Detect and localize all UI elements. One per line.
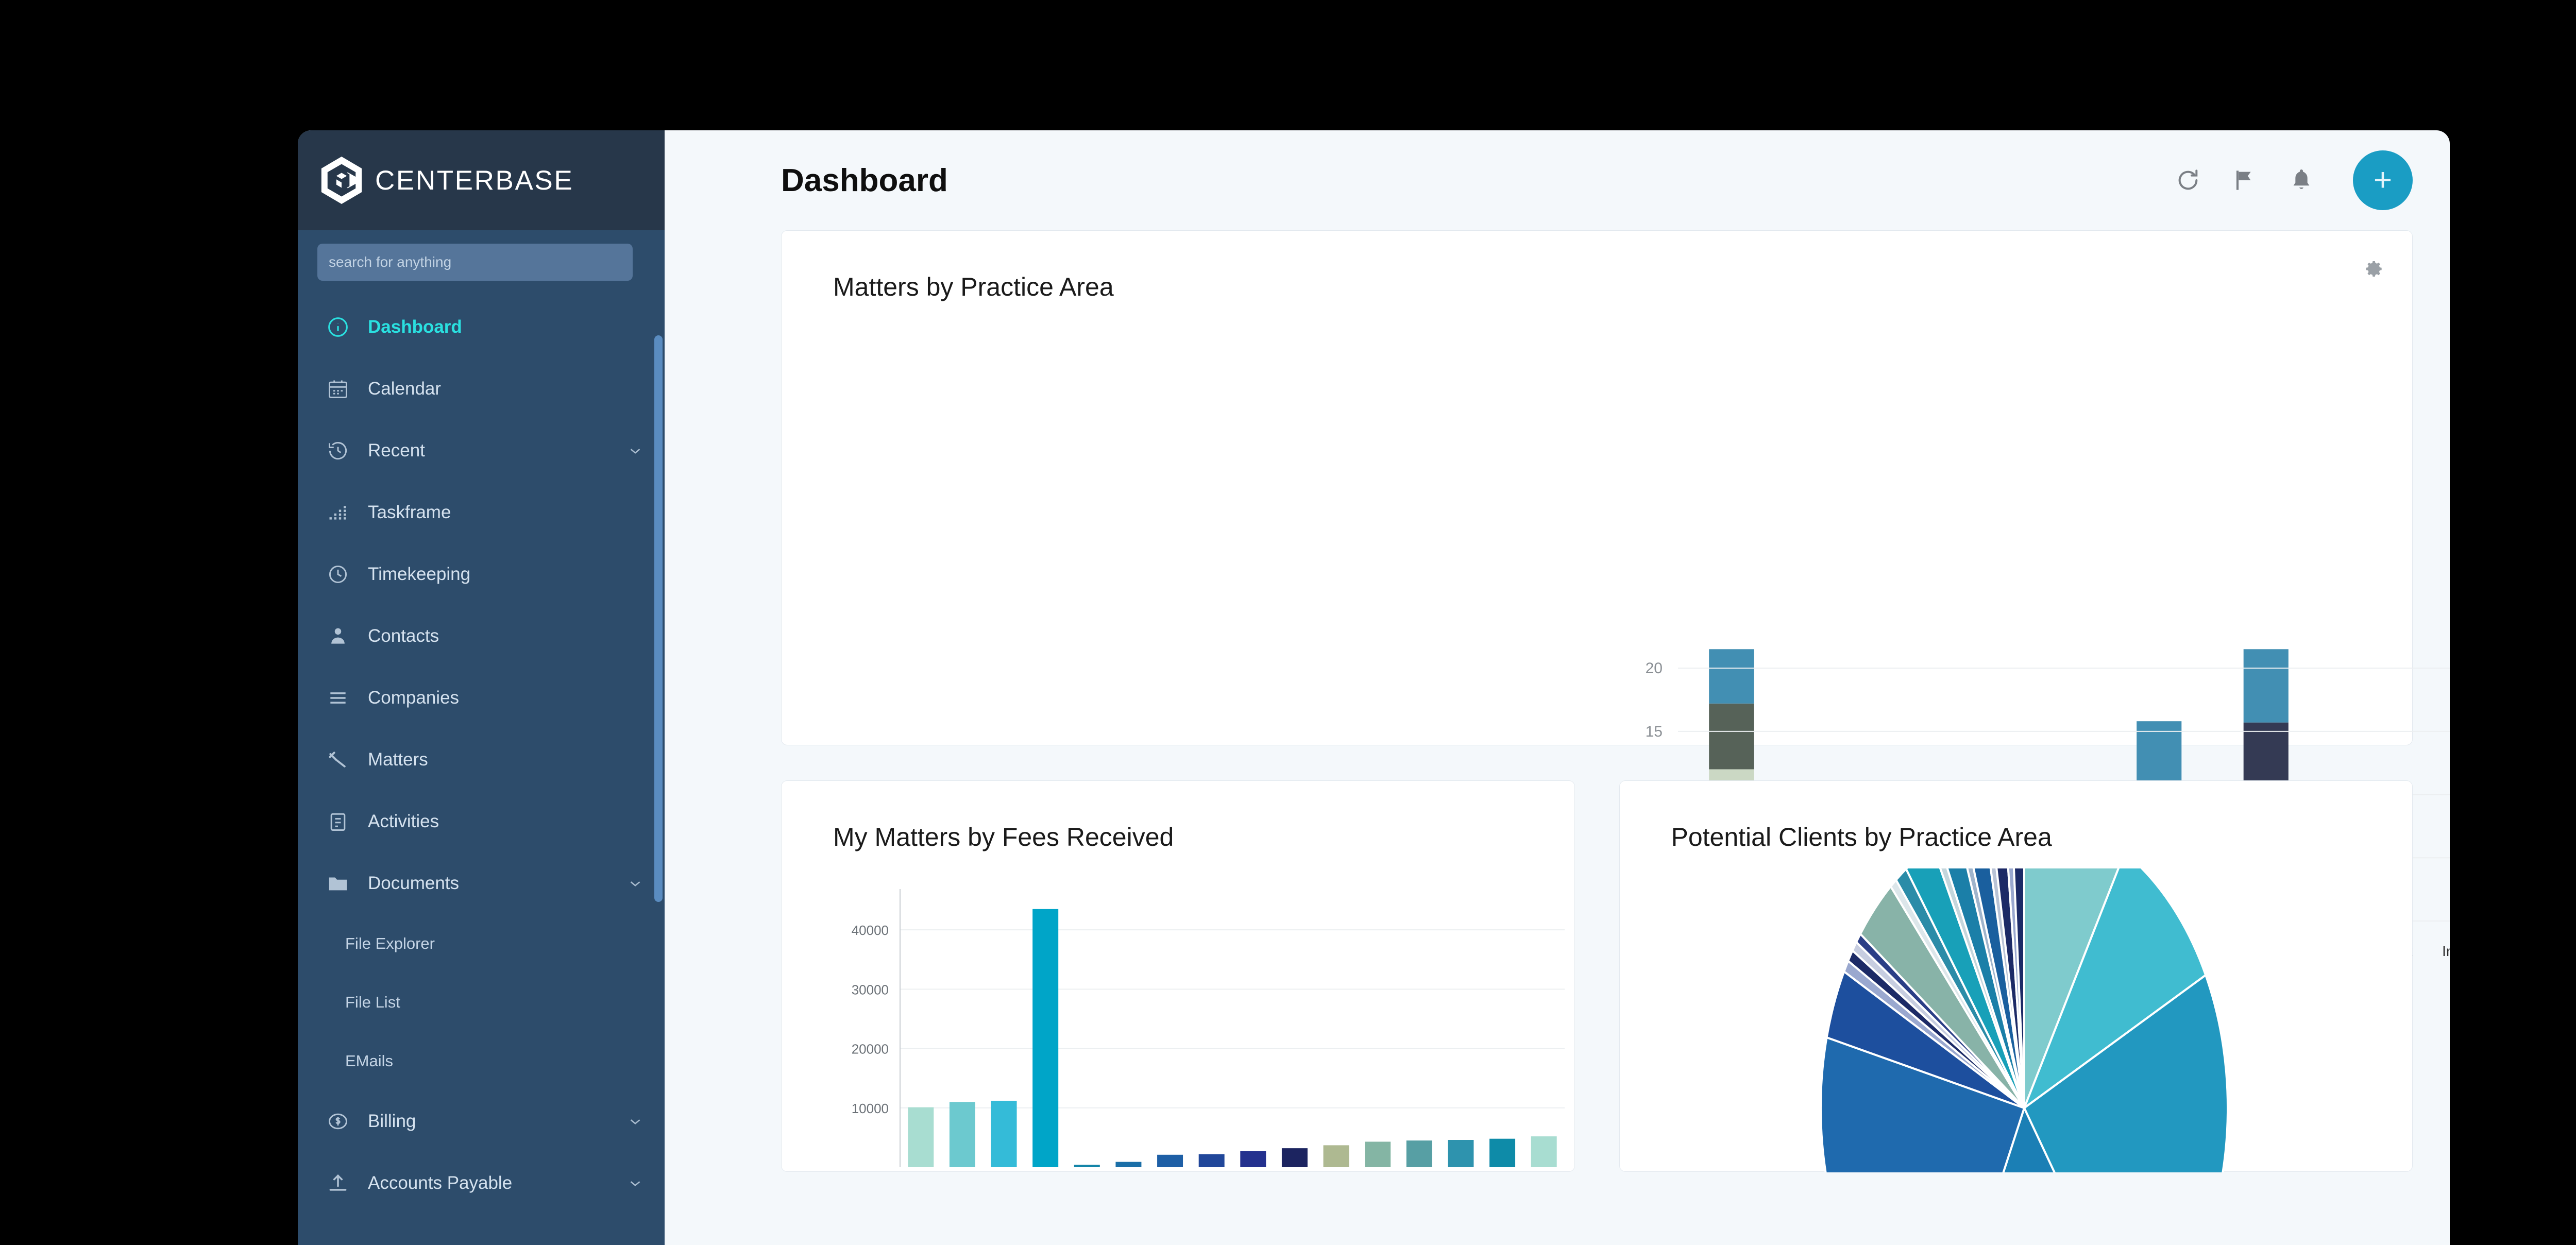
centerbase-hexagon-logo	[321, 157, 362, 204]
sidebar-item-label: EMails	[345, 1052, 394, 1070]
svg-text:20000: 20000	[852, 1042, 889, 1057]
clipboard-icon	[325, 808, 351, 835]
sidebar-item-label: Activities	[368, 811, 439, 831]
sidebar-item-label: File List	[345, 993, 400, 1011]
sidebar-item-calendar[interactable]: Calendar	[298, 358, 665, 420]
sidebar-item-label: Calendar	[368, 379, 442, 399]
svg-text:15: 15	[1646, 723, 1663, 740]
potential-clients-pie-chart	[1819, 868, 2229, 1172]
plus-icon: +	[2373, 162, 2393, 198]
clock-icon	[325, 561, 351, 588]
page-title: Dashboard	[781, 162, 948, 198]
svg-text:Immigration: Immigration	[2442, 943, 2450, 959]
dashboard-content: Matters by Practice Area 05101520Civil l…	[665, 230, 2450, 1172]
sidebar-item-label: Timekeeping	[368, 564, 471, 584]
search-input[interactable]	[317, 244, 633, 281]
sidebar-item-label: Billing	[368, 1111, 416, 1131]
sidebar-item-label: Dashboard	[368, 317, 462, 337]
bell-icon[interactable]	[2287, 166, 2316, 195]
sidebar-item-taskframe[interactable]: Taskframe	[298, 482, 665, 543]
sidebar-item-label: Taskframe	[368, 502, 451, 522]
card-matters-by-practice-area: Matters by Practice Area 05101520Civil l…	[781, 230, 2450, 959]
svg-text:30000: 30000	[852, 982, 889, 997]
dollar-circle-icon	[325, 1108, 351, 1135]
calendar-icon	[325, 376, 351, 402]
svg-text:10000: 10000	[852, 1101, 889, 1116]
chevron-down-icon[interactable]	[626, 442, 644, 459]
sidebar-item-label: Matters	[368, 749, 428, 770]
upload-icon	[325, 1170, 351, 1197]
brand-name: CENTERBASE	[375, 165, 574, 196]
flag-icon[interactable]	[2230, 166, 2259, 195]
topbar-actions: +	[2174, 150, 2413, 210]
chevron-down-icon[interactable]	[626, 875, 644, 892]
sidebar-item-label: File Explorer	[345, 934, 435, 952]
sidebar-item-label: Recent	[368, 440, 425, 461]
fees-bar-chart: 10000 20000 30000 40000	[852, 889, 1565, 1167]
sidebar-item-label: Companies	[368, 688, 460, 708]
svg-text:20: 20	[1646, 660, 1663, 677]
sidebar-item-dashboard[interactable]: Dashboard	[298, 296, 665, 358]
card-my-matters-by-fees-received: My Matters by Fees Received 10000 20000 30…	[781, 780, 1575, 1172]
sidebar-item-contacts[interactable]: Contacts	[298, 605, 665, 667]
card-title: My Matters by Fees Received	[833, 823, 1174, 851]
top-bar: Dashboard +	[665, 130, 2450, 230]
taskframe-dots-icon	[325, 499, 351, 526]
sidebar-item-recent[interactable]: Recent	[298, 420, 665, 482]
sidebar-item-billing[interactable]: Billing	[298, 1090, 665, 1152]
brand-header: CENTERBASE	[298, 130, 665, 230]
sidebar-scrollbar[interactable]	[654, 335, 663, 902]
chevron-down-icon[interactable]	[626, 1174, 644, 1192]
gavel-icon	[325, 746, 351, 773]
search-container	[298, 230, 665, 281]
chevron-down-icon[interactable]	[626, 1113, 644, 1130]
sidebar-item-documents[interactable]: Documents	[298, 852, 665, 914]
sidebar-item-matters[interactable]: Matters	[298, 729, 665, 791]
cards-row: My Matters by Fees Received 10000 20000 30…	[781, 780, 2413, 1172]
sidebar: CENTERBASE Dashboard Calendar	[298, 130, 665, 1245]
history-clock-icon	[325, 437, 351, 464]
sidebar-item-activities[interactable]: Activities	[298, 791, 665, 852]
svg-text:40000: 40000	[852, 923, 889, 938]
sidebar-item-file-list[interactable]: File List	[298, 973, 665, 1032]
sidebar-item-label: Contacts	[368, 626, 439, 646]
application-window: CENTERBASE Dashboard Calendar	[298, 130, 2450, 1245]
sidebar-item-file-explorer[interactable]: File Explorer	[298, 914, 665, 973]
sidebar-item-emails[interactable]: EMails	[298, 1032, 665, 1090]
person-icon	[325, 623, 351, 650]
card-title: Potential Clients by Practice Area	[1671, 823, 2052, 851]
info-circle-icon	[325, 314, 351, 340]
add-button[interactable]: +	[2353, 150, 2413, 210]
folder-icon	[325, 870, 351, 897]
gear-icon[interactable]	[2363, 258, 2385, 280]
card-title: Matters by Practice Area	[833, 272, 1114, 301]
sidebar-item-accounts-payable[interactable]: Accounts Payable	[298, 1152, 665, 1214]
main-content: Dashboard + Matters by Practice Area	[665, 130, 2450, 1245]
card-potential-clients-by-practice-area: Potential Clients by Practice Area	[1619, 780, 2413, 1172]
sidebar-nav: Dashboard Calendar Recent	[298, 296, 665, 1214]
sidebar-item-timekeeping[interactable]: Timekeeping	[298, 543, 665, 605]
sidebar-item-companies[interactable]: Companies	[298, 667, 665, 729]
refresh-icon[interactable]	[2174, 166, 2202, 195]
sidebar-item-label: Accounts Payable	[368, 1173, 513, 1193]
sidebar-item-label: Documents	[368, 873, 460, 893]
list-lines-icon	[325, 685, 351, 711]
